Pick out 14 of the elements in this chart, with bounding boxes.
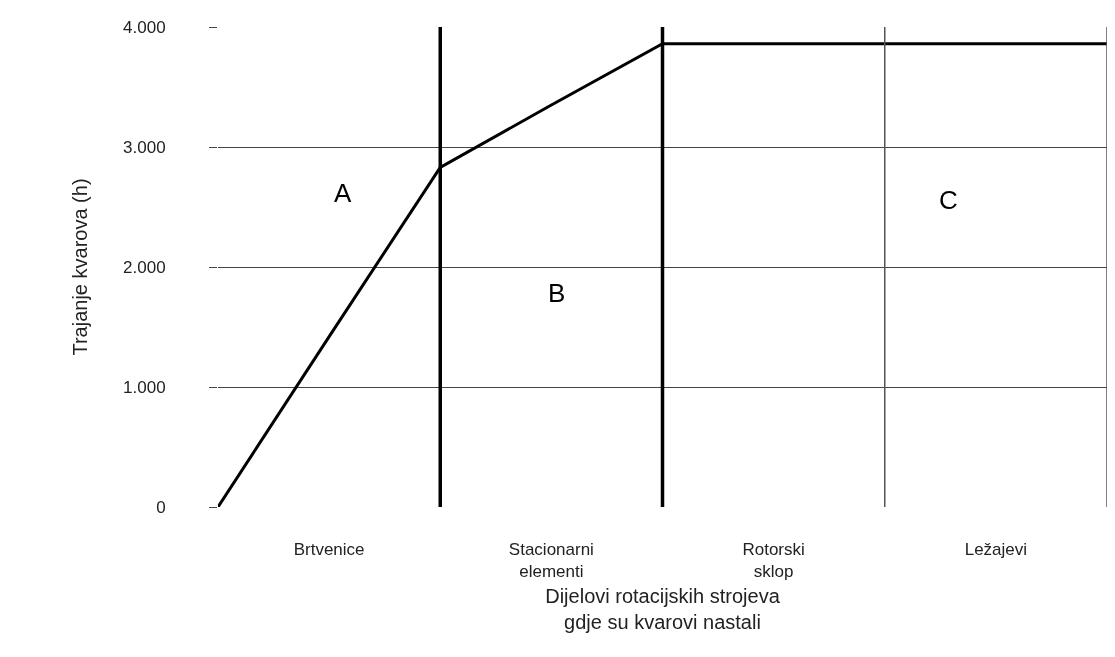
x-tick-label: Brtvenice [293,540,365,559]
annotation: B [548,278,566,308]
y-tick-label: 3.000 [123,137,166,157]
x-tick-label: Ležajevi [964,540,1028,559]
y-tick-label: 4.000 [123,17,166,37]
x-tick-label: Rotorski sklop [742,540,805,582]
x-tick-label: Stacionarni elementi [508,540,594,582]
y-tick-label: 2.000 [123,257,166,277]
x-axis-title: Dijelovi rotacijskih strojeva gdje su kvarovi nastali [545,584,781,633]
annotation: C [939,185,958,215]
y-tick-label: 1.000 [123,377,166,397]
annotation: A [334,178,352,208]
y-axis-title: Trajanje kvarova (h) [68,178,91,356]
y-tick-label: 0 [156,497,166,517]
